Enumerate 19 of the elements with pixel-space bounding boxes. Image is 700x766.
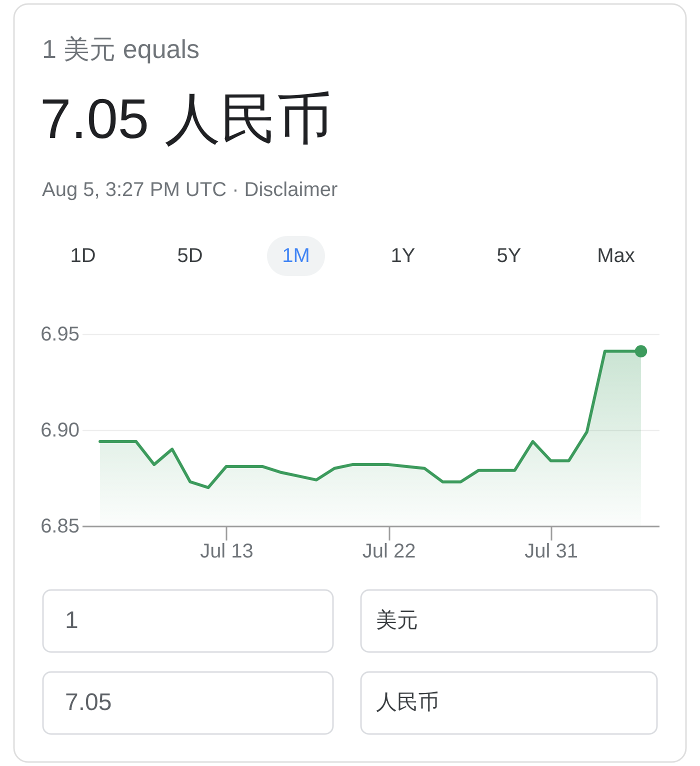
- x-tick-label: Jul 22: [362, 540, 416, 562]
- text: 1: [65, 607, 78, 634]
- y-tick-label: 6.85: [40, 516, 80, 538]
- text: 美元: [376, 609, 418, 632]
- x-tick-label: Jul 31: [524, 540, 578, 562]
- y-tick-label: 6.95: [40, 324, 80, 346]
- text: 7.05: [65, 689, 112, 716]
- text: Max: [597, 245, 635, 267]
- text: 1M: [282, 245, 310, 267]
- text: 5D: [177, 245, 203, 267]
- text: 人民币: [376, 691, 439, 714]
- text: 1D: [70, 245, 96, 267]
- chart-subtitle: 7.05 人民币: [40, 87, 333, 150]
- text: 1Y: [390, 245, 416, 267]
- chart-title: 1 美元 equals: [42, 34, 200, 64]
- text: Aug 5, 3:27 PM UTC · Disclaimer: [42, 179, 338, 201]
- y-tick-label: 6.90: [40, 420, 80, 442]
- x-tick-label: Jul 13: [200, 540, 254, 562]
- text: 5Y: [496, 245, 522, 267]
